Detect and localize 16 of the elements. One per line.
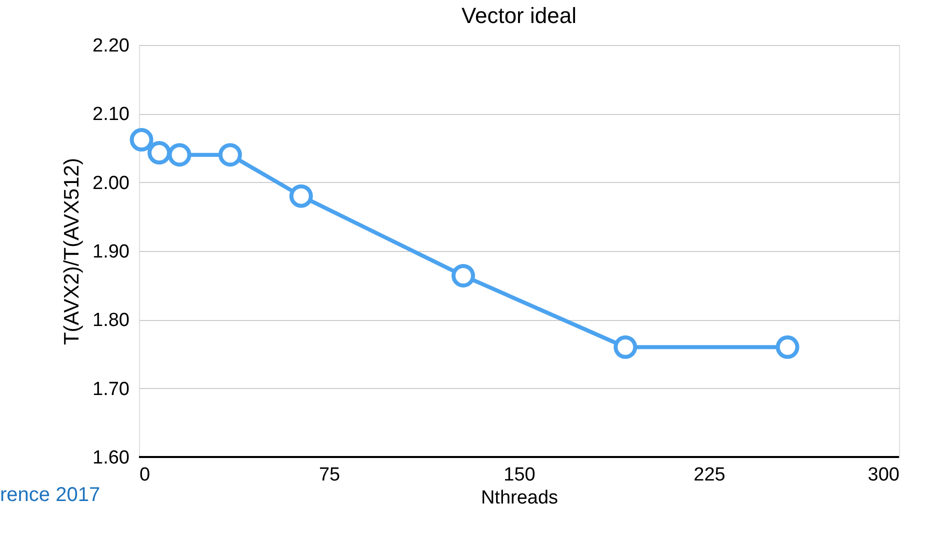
y-tick-label: 2.00 — [92, 172, 130, 194]
y-tick-label: 2.20 — [92, 36, 130, 56]
x-tick-label: 150 — [504, 464, 536, 486]
x-axis-title: Nthreads — [480, 488, 558, 508]
chart-title: Vector ideal — [462, 3, 576, 28]
x-tick-label: 225 — [694, 464, 726, 486]
y-tick-label: 1.80 — [92, 310, 130, 332]
x-tick-label: 300 — [868, 464, 900, 486]
text: rence 2017 — [0, 484, 100, 506]
y-axis-title: T(AVX2)/T(AVX512) — [60, 158, 84, 346]
y-tick-label: 1.70 — [92, 378, 130, 400]
x-tick-label: 0 — [140, 464, 150, 486]
y-tick-label: 1.60 — [92, 448, 130, 468]
y-tick-label: 1.90 — [92, 242, 130, 262]
y-tick-label: 2.10 — [92, 104, 130, 126]
x-tick-label: 75 — [318, 464, 340, 486]
